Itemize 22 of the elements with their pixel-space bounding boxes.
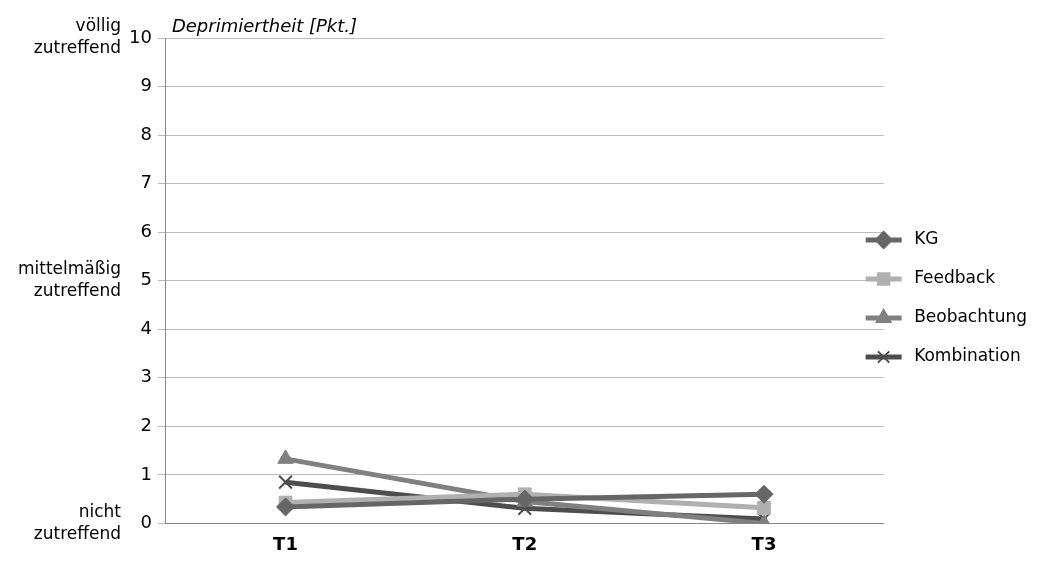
- y-tick-label: 7: [140, 171, 152, 193]
- legend-label: Beobachtung: [914, 306, 1027, 327]
- text: mittelmäßig zutreffend: [18, 258, 121, 301]
- y-axis-title: Deprimiertheit [Pkt.]: [171, 14, 358, 36]
- y-tick-label: 9: [140, 74, 152, 96]
- y-tick-label: 2: [140, 413, 152, 435]
- y-tick-label: 4: [140, 316, 152, 338]
- y-tick-label: 3: [140, 365, 152, 387]
- y-tick-label: 5: [140, 268, 152, 290]
- y-tick-label: 1: [140, 462, 152, 484]
- y-tick-label: 6: [140, 219, 152, 241]
- legend-label: Kombination: [914, 345, 1021, 366]
- x-tick-label: T2: [512, 532, 538, 554]
- legend-label: KG: [914, 228, 939, 249]
- y-tick-label: 10: [129, 25, 152, 47]
- x-tick-label: T1: [273, 532, 298, 554]
- legend-label: Feedback: [914, 267, 996, 288]
- text: völlig zutreffend: [33, 15, 121, 58]
- y-tick-label: 0: [140, 511, 152, 533]
- x-tick-label: T3: [751, 532, 777, 554]
- text: nicht zutreffend: [33, 500, 122, 543]
- y-tick-label: 8: [140, 122, 152, 144]
